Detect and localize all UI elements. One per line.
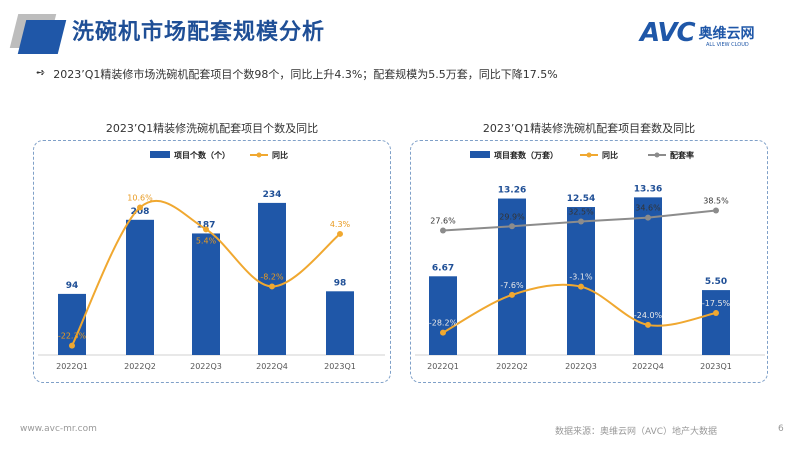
x-tick-label: 2022Q2 bbox=[496, 362, 528, 371]
line-label: -7.6% bbox=[500, 281, 524, 290]
x-tick-label: 2022Q1 bbox=[427, 362, 459, 371]
bar bbox=[498, 198, 526, 355]
line-label: 5.4% bbox=[196, 236, 217, 245]
line-point bbox=[713, 310, 719, 317]
summary-text: 2023’Q1精装修市场洗碗机配套项目个数98个，同比上升4.3%；配套规模为5… bbox=[53, 68, 558, 81]
line-point bbox=[578, 283, 584, 290]
chart1-panel bbox=[33, 140, 391, 383]
line-point bbox=[269, 283, 275, 290]
x-tick-label: 2022Q1 bbox=[56, 362, 88, 371]
double-arrow-icon: ➺ bbox=[36, 66, 46, 79]
x-tick-label: 2022Q3 bbox=[565, 362, 597, 371]
line-point bbox=[509, 291, 515, 298]
bar bbox=[126, 219, 154, 355]
line-point bbox=[203, 226, 209, 233]
line-point bbox=[713, 207, 719, 214]
page-title: 洗碗机市场配套规模分析 bbox=[72, 20, 326, 45]
bar-label: 208 bbox=[131, 207, 150, 217]
line-label: 29.9% bbox=[499, 212, 525, 221]
line-point bbox=[137, 204, 143, 211]
chart2-title: 2023’Q1精装修洗碗机配套项目套数及同比 bbox=[482, 122, 696, 135]
line-point bbox=[509, 223, 515, 230]
bar-label: 94 bbox=[66, 281, 79, 291]
line-label: -8.2% bbox=[260, 272, 284, 281]
x-tick-label: 2022Q4 bbox=[632, 362, 664, 371]
line-label: 34.6% bbox=[635, 204, 661, 213]
legend-label: 项目套数（万套） bbox=[494, 150, 558, 160]
legend-label: 项目个数（个） bbox=[174, 150, 230, 160]
legend-marker bbox=[586, 152, 592, 158]
line-label: -22.3% bbox=[58, 332, 87, 341]
line-point bbox=[645, 214, 651, 221]
bar bbox=[192, 233, 220, 355]
legend-marker bbox=[654, 152, 660, 158]
line-label: -28.2% bbox=[429, 319, 458, 328]
x-tick-label: 2023Q1 bbox=[700, 362, 732, 371]
logo-text: AVC bbox=[640, 18, 696, 48]
x-tick-label: 2022Q2 bbox=[124, 362, 156, 371]
legend-swatch-bar bbox=[470, 151, 490, 158]
line-point bbox=[578, 218, 584, 225]
page-number: 6 bbox=[778, 424, 784, 434]
line-label: -17.5% bbox=[702, 299, 731, 308]
line-label: 4.3% bbox=[330, 220, 351, 229]
bar bbox=[634, 197, 662, 355]
bar-label: 6.67 bbox=[432, 263, 454, 273]
line-point bbox=[440, 227, 446, 234]
legend-marker bbox=[256, 152, 262, 158]
logo-cn: 奥维云网 bbox=[698, 26, 755, 42]
line-point bbox=[69, 342, 75, 349]
line-label: 27.6% bbox=[430, 216, 456, 225]
line-label: 32.5% bbox=[568, 208, 594, 217]
line-label: -24.0% bbox=[634, 311, 663, 320]
line-point bbox=[337, 230, 343, 237]
bar-label: 98 bbox=[334, 278, 347, 288]
summary-bullet: ➺ 2023’Q1精装修市场洗碗机配套项目个数98个，同比上升4.3%；配套规模… bbox=[36, 66, 558, 82]
x-tick-label: 2022Q3 bbox=[190, 362, 222, 371]
chart2-panel bbox=[410, 140, 768, 383]
x-tick-label: 2023Q1 bbox=[324, 362, 356, 371]
logo-en: ALL VIEW CLOUD bbox=[706, 42, 749, 48]
bar-label: 13.26 bbox=[498, 186, 526, 196]
bar-label: 234 bbox=[263, 190, 282, 200]
line-point bbox=[440, 329, 446, 336]
bar-label: 13.36 bbox=[634, 184, 662, 194]
bar bbox=[258, 202, 286, 355]
bar bbox=[429, 276, 457, 355]
bar bbox=[702, 290, 730, 355]
line-label: 38.5% bbox=[703, 197, 729, 206]
bar-label: 187 bbox=[197, 220, 216, 230]
series-line bbox=[71, 200, 341, 347]
line-label: 10.6% bbox=[127, 193, 153, 202]
bar-label: 12.54 bbox=[567, 194, 595, 204]
legend-label: 配套率 bbox=[670, 150, 694, 160]
bar bbox=[326, 291, 354, 355]
website: www.avc-mr.com bbox=[20, 424, 97, 434]
line-label: -3.1% bbox=[569, 273, 593, 282]
legend-label: 同比 bbox=[272, 150, 288, 160]
legend-label: 同比 bbox=[602, 150, 618, 160]
bar bbox=[567, 207, 595, 355]
chart1-title: 2023’Q1精装修洗碗机配套项目个数及同比 bbox=[105, 122, 319, 135]
data-source: 数据来源：奥维云网（AVC）地产大数据 bbox=[555, 427, 718, 437]
x-tick-label: 2022Q4 bbox=[256, 362, 288, 371]
line-point bbox=[645, 321, 651, 328]
bar-label: 5.50 bbox=[705, 277, 727, 287]
avc-logo: AVC 奥维云网 ALL VIEW CLOUD bbox=[640, 18, 755, 48]
legend-swatch-bar bbox=[150, 151, 170, 158]
